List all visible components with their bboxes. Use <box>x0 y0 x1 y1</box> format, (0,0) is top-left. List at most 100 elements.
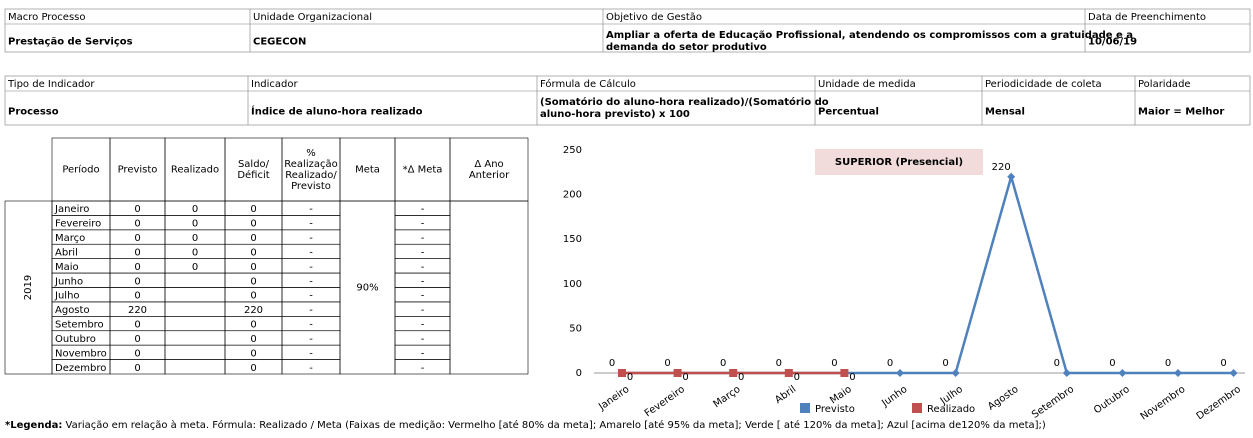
table-value: 0 <box>134 204 140 215</box>
header-value: Maior = Melhor <box>1138 107 1224 118</box>
data-label: 0 <box>831 358 837 369</box>
table-value: Maio <box>55 262 79 273</box>
table-value: 0 <box>250 247 256 258</box>
table-value: 0 <box>134 262 140 273</box>
table-header: Realizado <box>171 165 219 176</box>
table-cell <box>164 344 226 360</box>
title-bg <box>815 149 983 175</box>
marker <box>673 369 682 377</box>
marker <box>729 369 738 377</box>
footnote: *Legenda: Variação em relação à meta. Fó… <box>5 419 1046 431</box>
data-label: 0 <box>627 372 633 383</box>
table-header: *Δ Meta <box>403 165 443 176</box>
table-header: Anterior <box>469 170 510 181</box>
meta: 90% <box>356 283 378 294</box>
header-box <box>4 75 1251 126</box>
table-value: - <box>309 305 313 316</box>
header-label: Indicador <box>251 79 299 90</box>
table-value: 0 <box>250 334 256 345</box>
table-value: 0 <box>250 291 256 302</box>
table-value: 220 <box>244 305 263 316</box>
x-tick-label: Março <box>712 384 743 410</box>
header-label: Unidade de medida <box>818 79 916 90</box>
table-value: - <box>421 247 425 258</box>
table-value: Junho <box>54 276 83 287</box>
x-tick-label: Dezembro <box>1195 384 1243 422</box>
x-tick-label: Janeiro <box>596 384 631 413</box>
table-value: - <box>421 348 425 359</box>
marker <box>951 369 960 377</box>
header-value: (Somatório do aluno-hora realizado)/(Som… <box>540 96 829 108</box>
table-value: 0 <box>192 233 198 244</box>
table-value: Abril <box>55 247 78 258</box>
table-header: Realização <box>284 159 337 170</box>
table-value: - <box>421 291 425 302</box>
data-label: 0 <box>1109 358 1115 369</box>
table-value: Janeiro <box>54 204 89 215</box>
table-value: 0 <box>250 262 256 273</box>
header-label: Data de Preenchimento <box>1088 12 1206 23</box>
header-label: Polaridade <box>1138 79 1191 90</box>
table-value: - <box>309 247 313 258</box>
header-box <box>4 8 1251 53</box>
table-header: Realizado/ <box>285 170 337 181</box>
table-header: Previsto <box>118 165 158 176</box>
table-value: 0 <box>250 204 256 215</box>
data-label: 0 <box>942 358 948 369</box>
y-tick-label: 150 <box>563 234 582 245</box>
table-value: - <box>421 363 425 374</box>
table-value: - <box>309 291 313 302</box>
x-tick-label: Novembro <box>1139 384 1188 423</box>
table-value: 0 <box>192 204 198 215</box>
table-value: 0 <box>134 233 140 244</box>
header-value: Ampliar a oferta de Educação Profissiona… <box>606 30 1133 41</box>
table-value: Fevereiro <box>55 219 101 230</box>
x-tick-label: Agosto <box>986 384 1021 413</box>
data-label: 0 <box>682 372 688 383</box>
x-tick-label: Junho <box>879 384 909 410</box>
table-value: 0 <box>192 262 198 273</box>
table-value: - <box>309 262 313 273</box>
data-label: 0 <box>1220 358 1226 369</box>
marker <box>618 369 626 377</box>
legend-swatch <box>912 403 922 413</box>
table-value: 0 <box>134 291 140 302</box>
table-value: - <box>309 334 313 345</box>
y-tick-label: 100 <box>563 279 582 290</box>
table-value: 0 <box>134 276 140 287</box>
marker <box>1229 369 1238 377</box>
table-value: 0 <box>250 363 256 374</box>
table-value: 0 <box>250 348 256 359</box>
table-value: - <box>421 204 425 215</box>
marker <box>1118 369 1127 377</box>
table-value: - <box>309 276 313 287</box>
header-label: Objetivo de Gestão <box>606 12 702 23</box>
y-tick-label: 50 <box>569 323 582 334</box>
table-value: Março <box>55 233 85 244</box>
data-label: 220 <box>992 162 1011 173</box>
table-value: - <box>309 219 313 230</box>
data-label: 0 <box>794 372 800 383</box>
table-header: Meta <box>355 165 380 176</box>
table-value: Agosto <box>55 305 90 316</box>
data-label: 0 <box>849 372 855 383</box>
table-value: - <box>421 305 425 316</box>
table-value: - <box>309 233 313 244</box>
table-value: 0 <box>250 233 256 244</box>
header-value: demanda do setor produtivo <box>606 42 767 53</box>
chart-title: SUPERIOR (Presencial) <box>835 157 963 168</box>
table-value: Outubro <box>55 334 96 345</box>
table-value: Novembro <box>55 348 107 359</box>
table-value: Dezembro <box>55 363 106 374</box>
header-label: Unidade Organizacional <box>253 12 372 23</box>
table-value: 0 <box>250 219 256 230</box>
data-label: 0 <box>776 358 782 369</box>
table-value: 0 <box>134 363 140 374</box>
table-value: Julho <box>54 291 80 302</box>
header-label: Tipo de Indicador <box>7 79 95 90</box>
table-value: 0 <box>250 320 256 331</box>
table-value: - <box>421 276 425 287</box>
data-label: 0 <box>1165 358 1171 369</box>
marker <box>1174 369 1182 377</box>
